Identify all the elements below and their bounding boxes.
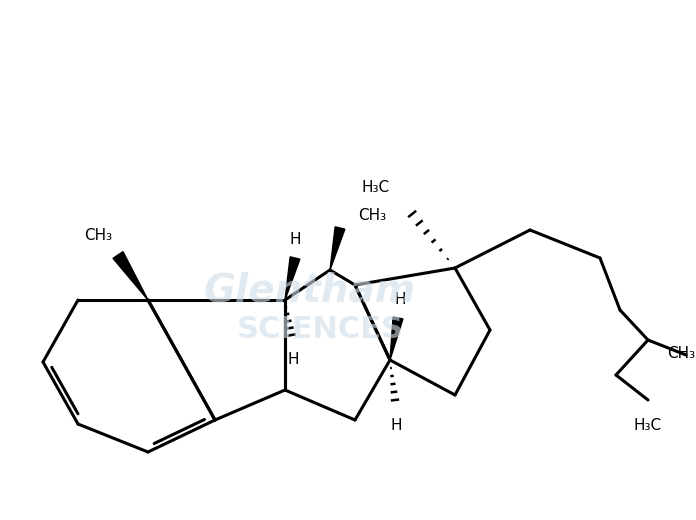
Text: H₃C: H₃C [634, 418, 662, 433]
Polygon shape [390, 317, 403, 360]
Text: CH₃: CH₃ [667, 345, 695, 360]
Text: H: H [394, 292, 406, 307]
Polygon shape [330, 227, 345, 270]
Text: H: H [287, 353, 299, 368]
Text: CH₃: CH₃ [84, 228, 112, 242]
Polygon shape [285, 257, 300, 300]
Text: H: H [390, 419, 402, 434]
Text: CH₃: CH₃ [358, 207, 386, 223]
Text: H: H [290, 232, 301, 248]
Text: SCIENCES: SCIENCES [237, 316, 404, 344]
Text: Glentham: Glentham [204, 271, 416, 309]
Polygon shape [113, 252, 148, 300]
Text: H₃C: H₃C [362, 180, 390, 196]
